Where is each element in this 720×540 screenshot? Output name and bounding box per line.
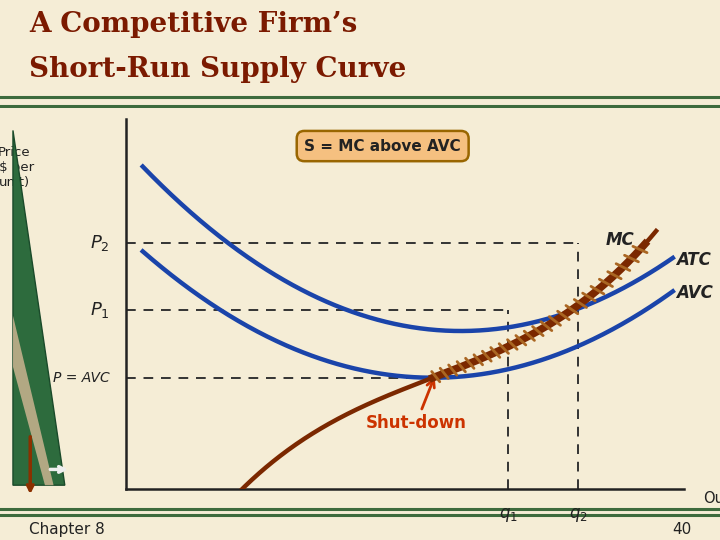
Polygon shape: [13, 131, 65, 485]
Text: Output: Output: [703, 491, 720, 506]
Text: $P_2$: $P_2$: [90, 233, 109, 253]
Text: Shut-down: Shut-down: [366, 379, 467, 433]
Text: A Competitive Firm’s: A Competitive Firm’s: [29, 11, 357, 38]
Text: Price
($ per
unit): Price ($ per unit): [0, 146, 35, 189]
Text: $P_1$: $P_1$: [89, 300, 109, 320]
Text: Chapter 8: Chapter 8: [29, 522, 104, 537]
Polygon shape: [13, 316, 53, 485]
Text: AVC: AVC: [675, 285, 713, 302]
Text: $q_1$: $q_1$: [499, 506, 518, 524]
Text: P = AVC: P = AVC: [53, 371, 109, 384]
Text: Short-Run Supply Curve: Short-Run Supply Curve: [29, 56, 406, 83]
Text: $q_2$: $q_2$: [569, 506, 588, 524]
Text: S = MC above AVC: S = MC above AVC: [305, 139, 461, 153]
Text: MC: MC: [606, 231, 634, 249]
Text: ATC: ATC: [675, 251, 711, 269]
Text: 40: 40: [672, 522, 691, 537]
